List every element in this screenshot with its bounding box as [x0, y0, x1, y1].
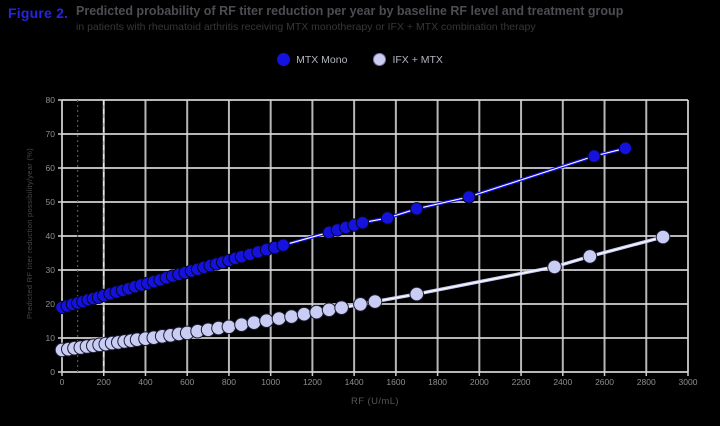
y-tick-label: 70 [46, 129, 56, 139]
y-tick-label: 0 [50, 367, 55, 377]
data-point [246, 315, 262, 331]
x-tick-label: 2200 [512, 377, 531, 387]
figure-label: Figure 2. [8, 5, 69, 21]
x-tick-label: 2000 [470, 377, 489, 387]
data-point [309, 304, 324, 320]
data-point [284, 309, 299, 324]
x-tick-label: 1200 [303, 377, 322, 387]
data-point [334, 300, 349, 316]
chart-title: Predicted probability of RF titer reduct… [76, 4, 704, 34]
x-tick-label: 200 [97, 377, 111, 387]
chart-title-line2: in patients with rheumatoid arthritis re… [76, 21, 536, 33]
x-axis-title: RF (U/mL) [351, 396, 399, 407]
tick-layer: 0 200 400 600 800 1000 1200 1400 1600 1800 2000 220… [46, 95, 698, 387]
data-point [234, 317, 249, 333]
x-tick-label: 2800 [637, 377, 656, 387]
data-point [410, 202, 424, 216]
legend-item-mtx-mono[interactable]: MTX Mono [277, 53, 347, 66]
grid-layer [61, 99, 689, 373]
data-point [380, 211, 395, 225]
y-tick-label: 20 [46, 299, 56, 309]
data-point [618, 141, 633, 156]
y-tick-label: 40 [46, 231, 56, 241]
x-tick-label: 1000 [261, 377, 280, 387]
data-point [353, 297, 368, 312]
chart-title-line1: Predicted probability of RF titer reduct… [76, 4, 624, 18]
data-point [409, 286, 425, 302]
data-point [547, 259, 562, 275]
data-point [587, 149, 601, 163]
x-tick-label: 800 [222, 377, 236, 387]
data-point [296, 306, 312, 322]
x-tick-label: 600 [180, 377, 194, 387]
data-point [321, 302, 337, 318]
data-point [582, 249, 598, 264]
y-tick-label: 10 [46, 333, 56, 343]
x-tick-label: 1800 [428, 377, 447, 387]
y-axis-title: Predicted RF titer reduction possibility… [24, 148, 34, 320]
data-point [355, 216, 370, 230]
y-tick-label: 30 [46, 265, 56, 275]
series-ifx-mtx [54, 229, 671, 358]
legend-swatch-mtx-mono-icon [277, 53, 291, 66]
y-tick-label: 50 [46, 197, 56, 207]
x-tick-label: 1600 [386, 377, 405, 387]
legend-label: MTX Mono [296, 53, 348, 66]
legend-label: IFX + MTX [392, 53, 443, 66]
x-tick-label: 1400 [345, 377, 364, 387]
legend-swatch-ifx-mtx-icon [373, 53, 387, 66]
series-mtx-mono [55, 141, 633, 315]
legend-item-ifx-mtx[interactable]: IFX + MTX [373, 53, 443, 66]
data-point [276, 238, 290, 252]
x-tick-label: 2400 [553, 377, 572, 387]
x-tick-label: 400 [138, 377, 152, 387]
data-point [367, 294, 383, 309]
x-tick-label: 0 [60, 377, 65, 387]
data-point [462, 190, 476, 204]
data-point [655, 229, 671, 245]
x-tick-label: 3000 [679, 377, 698, 387]
legend: MTX Mono IFX + MTX [0, 53, 720, 66]
y-tick-label: 60 [46, 163, 56, 173]
y-tick-label: 80 [46, 95, 56, 105]
data-point [271, 311, 287, 326]
data-point [221, 319, 237, 335]
data-point [259, 313, 274, 329]
x-tick-label: 2600 [595, 377, 614, 387]
